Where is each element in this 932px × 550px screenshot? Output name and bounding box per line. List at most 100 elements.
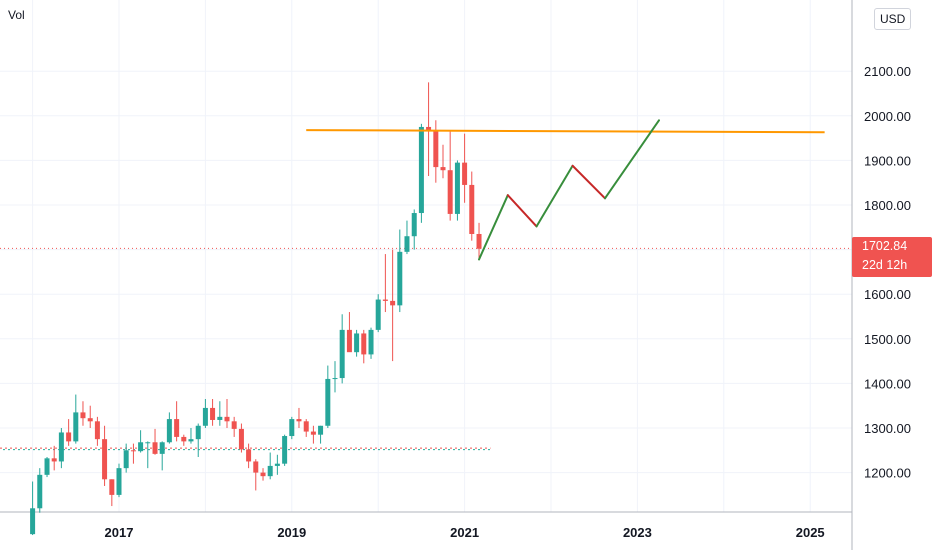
candle-body <box>411 213 417 237</box>
candle-body <box>231 421 237 429</box>
candle-body <box>130 450 136 452</box>
candle <box>159 441 165 471</box>
candle-body <box>246 449 252 462</box>
candle-body <box>224 416 230 422</box>
projection-segment <box>506 194 538 228</box>
candle <box>152 428 158 455</box>
candle-body <box>174 419 180 437</box>
y-tick-label: 2100.00 <box>864 64 911 79</box>
y-tick-label: 2000.00 <box>864 109 911 124</box>
candle <box>181 434 187 446</box>
candle-body <box>318 425 324 435</box>
candle <box>87 405 93 428</box>
candle <box>73 394 79 444</box>
candle <box>260 468 266 481</box>
candle-body <box>253 461 259 473</box>
candle-body <box>202 407 208 426</box>
candle-body <box>282 436 288 464</box>
candle-body <box>418 126 424 214</box>
candle <box>138 430 144 453</box>
current-price-value: 1702.84 <box>862 239 908 253</box>
candle-body <box>361 333 367 355</box>
x-tick-label: 2025 <box>796 525 825 540</box>
candle <box>274 454 280 475</box>
candle-body <box>296 419 302 422</box>
candle-body <box>354 333 360 353</box>
candle <box>116 463 122 498</box>
candle-body <box>397 251 403 306</box>
candle-body <box>426 126 432 131</box>
currency-button[interactable]: USD <box>874 8 912 30</box>
y-tick-label: 1900.00 <box>864 153 911 168</box>
candle <box>390 249 396 362</box>
candle <box>368 327 374 359</box>
candle <box>66 419 72 446</box>
y-tick-label: 1600.00 <box>864 287 911 302</box>
candle <box>80 401 86 426</box>
candle <box>282 434 288 466</box>
candle <box>346 312 352 353</box>
candle <box>462 133 468 203</box>
y-tick-label: 1300.00 <box>864 421 911 436</box>
candle-body <box>332 378 338 380</box>
candle <box>166 412 172 444</box>
candle-body <box>267 465 273 477</box>
candle <box>289 416 295 440</box>
candle <box>253 459 259 491</box>
candle <box>332 361 338 393</box>
candle-body <box>195 425 201 440</box>
candle-body <box>166 419 172 443</box>
candle <box>109 479 115 507</box>
candle-body <box>382 299 388 301</box>
candle-body <box>51 458 57 462</box>
y-tick-label: 1800.00 <box>864 198 911 213</box>
candle-body <box>66 432 72 442</box>
candle <box>325 365 331 428</box>
candle <box>102 425 108 486</box>
candle <box>361 329 367 364</box>
projection-segment <box>604 119 660 200</box>
candle-body <box>325 378 331 426</box>
candle <box>195 423 201 457</box>
candle <box>418 123 424 223</box>
candle-body <box>260 472 266 477</box>
candle-body <box>346 329 352 353</box>
candle <box>339 314 345 384</box>
candle <box>440 144 446 179</box>
candle-body <box>123 450 129 469</box>
x-tick-label: 2023 <box>623 525 652 540</box>
candle <box>145 441 151 469</box>
y-tick-label: 1400.00 <box>864 376 911 391</box>
candle-body <box>30 508 36 535</box>
candle <box>454 160 460 221</box>
candle-body <box>37 474 43 509</box>
candle <box>476 222 482 259</box>
candle <box>382 254 388 313</box>
candle-body <box>375 299 381 330</box>
candle <box>303 419 309 437</box>
y-tick-label: 1500.00 <box>864 332 911 347</box>
candle <box>231 416 237 437</box>
candle <box>397 229 403 313</box>
candle-body <box>210 407 216 420</box>
candle-body <box>181 436 187 442</box>
candle-body <box>145 442 151 444</box>
candle <box>354 329 360 357</box>
candle-body <box>390 300 396 306</box>
candle <box>51 445 57 471</box>
candle-body <box>289 419 295 437</box>
candle <box>30 481 36 536</box>
candle-body <box>152 442 158 454</box>
candle-body <box>274 463 280 466</box>
candle <box>174 401 180 442</box>
candle <box>238 423 244 453</box>
candle <box>296 407 302 428</box>
candle <box>94 416 100 446</box>
candle <box>202 399 208 428</box>
candle <box>130 443 136 464</box>
candle-body <box>469 184 475 234</box>
candle <box>37 468 43 513</box>
candle-body <box>73 412 79 442</box>
